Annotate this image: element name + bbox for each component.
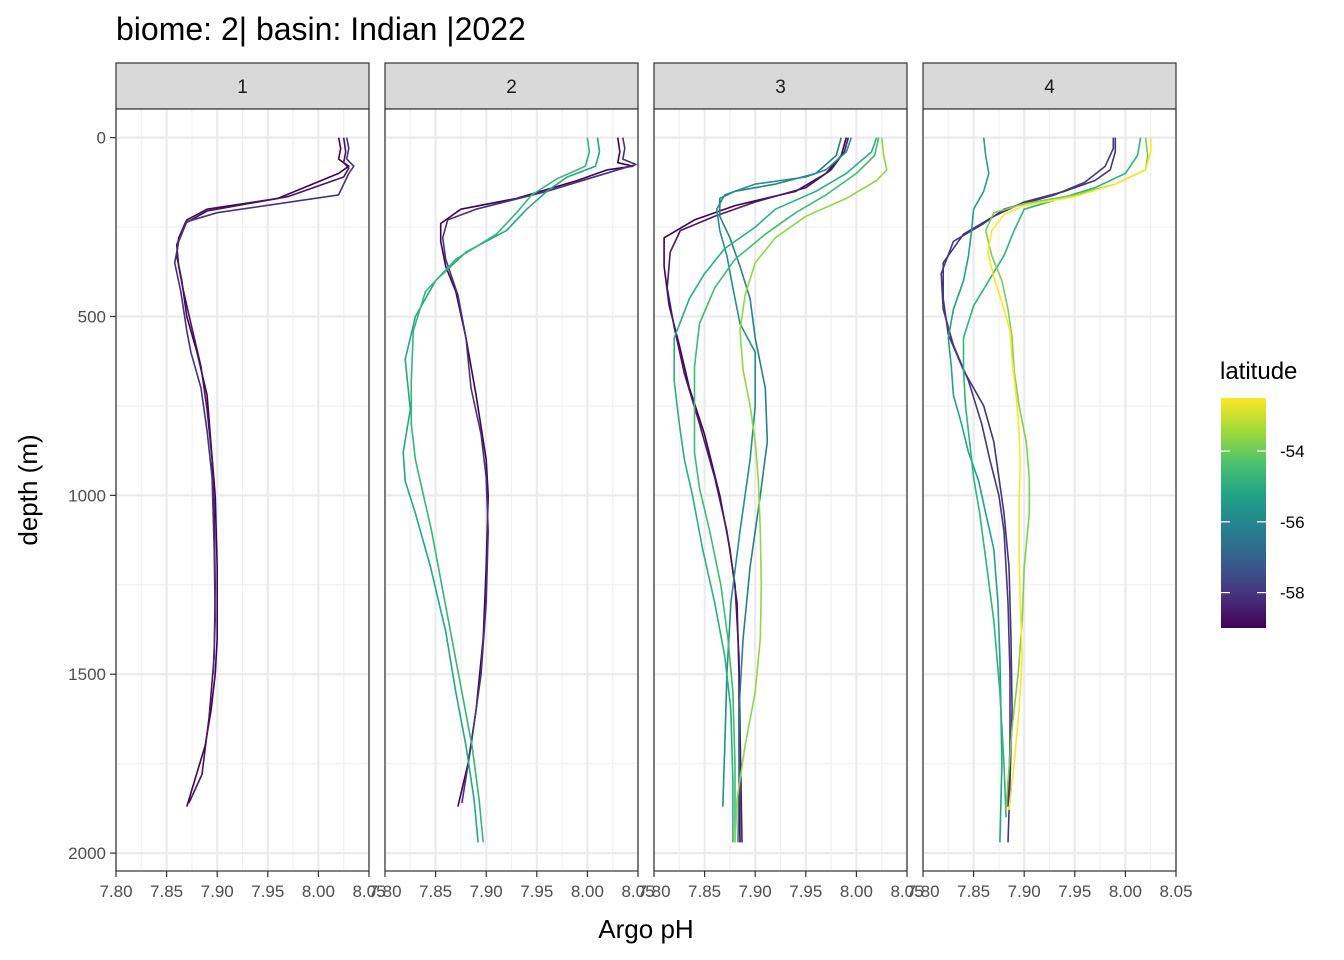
panel-border <box>922 108 1177 872</box>
legend-ticks: -58 -56 -54 <box>1221 442 1305 603</box>
facet-panel-3: 3 7.80 7.85 7.90 7.95 8.00 8.05 <box>637 62 924 901</box>
x-tick-label: 8.05 <box>1159 882 1192 901</box>
y-tick-label: 0 <box>97 129 106 148</box>
x-tick-label: 8.05 <box>352 882 385 901</box>
latitude-legend: latitude -58 -56 -54 <box>1220 358 1305 628</box>
y-axis-title: depth (m) <box>13 434 43 545</box>
x-tick-label: 7.80 <box>99 882 132 901</box>
profile-line-3 <box>719 137 842 843</box>
facet-panel-2: 2 7.80 7.85 7.90 7.95 8.00 8.05 <box>368 62 655 901</box>
legend-colorbar <box>1221 398 1266 628</box>
y-tick-label: 1000 <box>68 486 106 505</box>
y-tick-label: 1500 <box>68 665 106 684</box>
profile-line-2 <box>666 137 850 843</box>
facet-strip-label: 3 <box>775 77 786 98</box>
x-tick-label: 8.00 <box>1109 882 1142 901</box>
panel-border <box>384 108 639 872</box>
profile-line-3 <box>173 137 355 675</box>
x-tick-label: 7.95 <box>789 882 822 901</box>
x-tick-label: 8.05 <box>621 882 654 901</box>
profile-line-2 <box>441 137 637 804</box>
x-tick-label: 7.85 <box>688 882 721 901</box>
facet-strip-label: 2 <box>506 77 517 98</box>
x-tick-label: 7.80 <box>368 882 401 901</box>
x-tick-label: 7.80 <box>637 882 670 901</box>
legend-tick-label: -56 <box>1280 513 1305 532</box>
profile-line-4 <box>410 137 591 843</box>
x-tick-label: 7.90 <box>1008 882 1041 901</box>
x-tick-label: 8.00 <box>302 882 335 901</box>
profile-line-2 <box>940 137 1115 807</box>
profile-line-3 <box>947 137 1003 843</box>
profile-line-4 <box>715 137 853 807</box>
y-tick-label: 500 <box>78 307 106 326</box>
legend-title: latitude <box>1220 358 1297 385</box>
profile-line-5 <box>673 137 878 843</box>
facet-panel-1: 1 7.80 7.85 7.90 7.95 8.00 8.05 <box>99 62 386 901</box>
panels: 1 7.80 7.85 7.90 7.95 8.00 8.05 2 7.80 7.85 7.90 7.… <box>99 62 1193 901</box>
x-tick-label: 7.85 <box>957 882 990 901</box>
profile-line-4 <box>962 137 1142 818</box>
x-axis-title: Argo pH <box>598 914 693 944</box>
x-tick-label: 7.90 <box>470 882 503 901</box>
facet-strip-label: 1 <box>237 77 248 98</box>
x-tick-label: 7.85 <box>150 882 183 901</box>
x-tick-label: 7.90 <box>201 882 234 901</box>
x-tick-label: 8.00 <box>571 882 604 901</box>
x-tick-label: 7.80 <box>906 882 939 901</box>
x-tick-label: 7.95 <box>520 882 553 901</box>
legend-tick-label: -54 <box>1280 442 1305 461</box>
y-axis: 0 500 1000 1500 2000 <box>68 129 116 863</box>
profile-line-6 <box>693 137 880 843</box>
facet-strip <box>384 62 639 110</box>
profile-line-3 <box>402 137 601 843</box>
facet-strip-label: 4 <box>1044 77 1055 98</box>
x-tick-label: 7.90 <box>739 882 772 901</box>
facet-panel-4: 4 7.80 7.85 7.90 7.95 8.00 8.05 <box>906 62 1193 901</box>
facet-strip <box>922 62 1177 110</box>
x-tick-label: 8.05 <box>890 882 923 901</box>
x-tick-label: 8.00 <box>840 882 873 901</box>
chart-title: biome: 2| basin: Indian |2022 <box>116 11 526 47</box>
x-tick-label: 7.95 <box>251 882 284 901</box>
panel-border <box>653 108 908 872</box>
facet-strip <box>115 62 370 110</box>
legend-tick-label: -58 <box>1280 584 1305 603</box>
profile-line-7 <box>734 137 888 843</box>
profile-line-1 <box>175 137 350 807</box>
profile-line-6 <box>987 137 1152 811</box>
y-tick-label: 2000 <box>68 844 106 863</box>
x-tick-label: 7.95 <box>1058 882 1091 901</box>
x-tick-label: 7.85 <box>419 882 452 901</box>
panel-border <box>115 108 370 872</box>
facet-strip <box>653 62 908 110</box>
